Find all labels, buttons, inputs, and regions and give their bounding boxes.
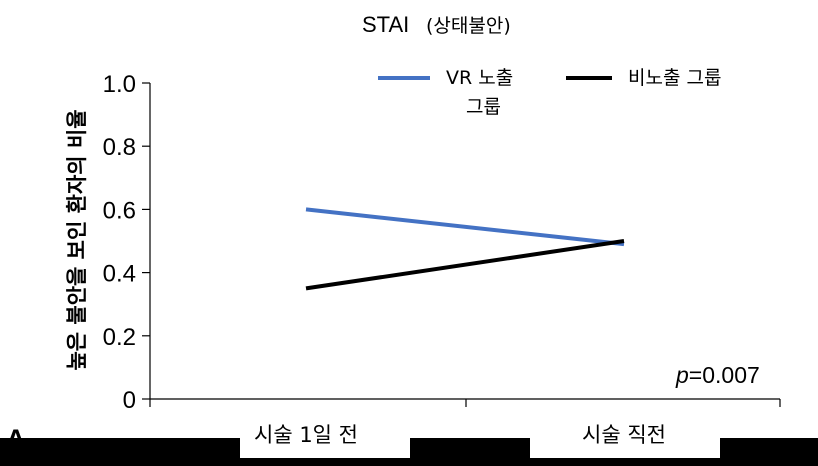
chart-title: STAI: [362, 12, 409, 37]
legend-label-vr-line2: 그룹: [466, 96, 501, 118]
legend: VR 노출 그룹 비노출 그룹: [378, 67, 721, 118]
panel-label: A: [6, 424, 26, 454]
y-ticks: 0 0.2 0.4 0.6 0.8 1.0: [103, 71, 150, 414]
p-value: =0.007: [689, 362, 760, 388]
x-tick-label: 시술 1일 전: [254, 423, 358, 447]
x-label-band-2: [530, 438, 720, 458]
p-value-annotation: p=0.007: [675, 362, 760, 388]
x-category-ticks: [149, 399, 781, 407]
y-tick-label: 0: [123, 387, 136, 414]
p-label: p: [675, 362, 689, 388]
y-tick-label: 0.8: [103, 134, 136, 161]
y-tick-label: 0.4: [103, 261, 136, 288]
x-category-labels: 시술 1일 전 시술 직전: [254, 423, 666, 447]
chart-title-sub: (상태불안): [426, 15, 511, 37]
x-label-band-1: [240, 438, 410, 458]
y-tick-label: 1.0: [103, 71, 136, 98]
y-tick-label: 0.6: [103, 197, 136, 224]
series-line-0: [305, 207, 625, 247]
legend-label-control: 비노출 그룹: [628, 67, 721, 89]
y-axis-label: 높은 불안을 보인 환자의 비율: [65, 109, 89, 370]
series-line-1: [305, 239, 625, 291]
series-layer: [305, 207, 625, 291]
x-tick-label: 시술 직전: [582, 423, 666, 447]
y-tick-label: 0.2: [103, 324, 136, 351]
legend-label-vr-line1: VR 노출: [446, 67, 513, 89]
